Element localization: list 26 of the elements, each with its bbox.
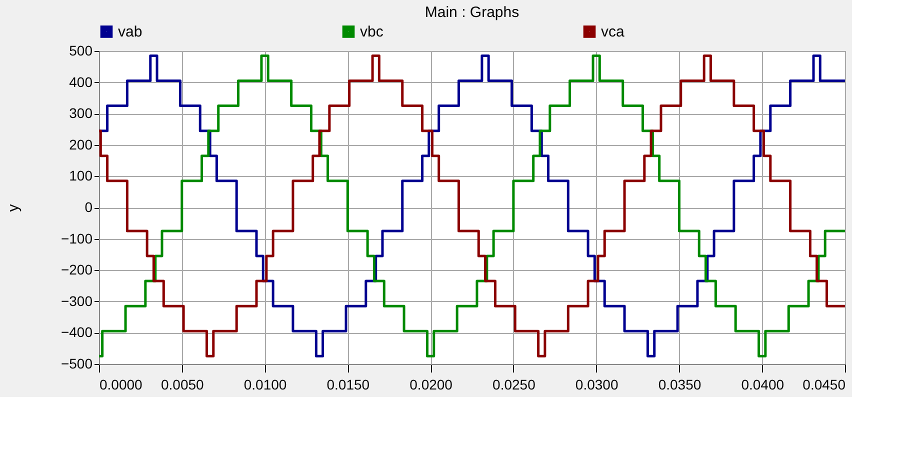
x-tick-label: 0.0300 [575,376,618,392]
y-tick-label: 400 [69,74,93,90]
y-axis-title: y [4,204,22,212]
legend-label: vca [601,24,625,41]
y-tick-label: −100 [60,230,93,246]
y-tick-label: 0 [84,199,93,215]
x-tick-label: 0.0200 [410,376,453,392]
x-tick-label: 0.0150 [326,376,370,392]
x-tick-label: 0.0450 [802,376,846,392]
x-tick-label: 0.0100 [244,376,287,392]
x-tick-label: 0.0050 [160,376,204,392]
y-tick-label: 100 [69,168,93,184]
legend-label: vab [118,24,142,41]
x-tick-label: 0.0350 [658,376,702,392]
y-tick-label: −500 [60,356,93,372]
y-tick-label: −400 [60,324,93,340]
y-tick-label: −200 [60,262,93,278]
y-tick-label: 200 [69,136,93,152]
x-tick-label: 0.0000 [100,376,143,392]
y-tick-label: 500 [69,42,93,58]
y-tick-label: −300 [60,292,93,309]
x-tick-label: 0.0250 [492,376,536,392]
x-tick-label: 0.0400 [741,376,784,392]
chart-title: Main : Graphs [424,4,520,21]
legend-label: vbc [360,24,384,41]
y-tick-label: 300 [69,105,93,122]
